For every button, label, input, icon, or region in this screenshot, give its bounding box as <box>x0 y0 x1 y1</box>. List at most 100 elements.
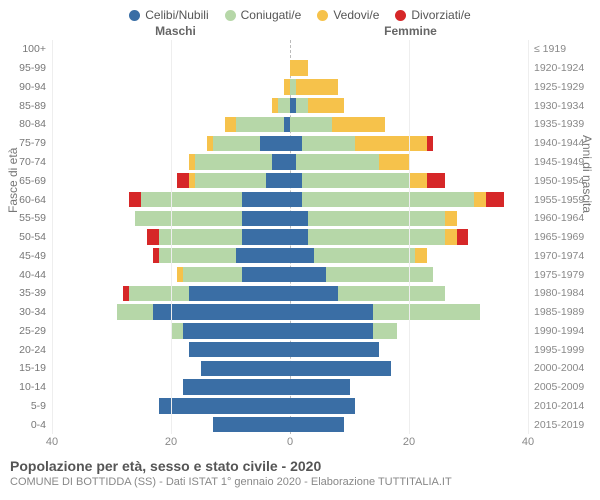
bar-segment <box>147 229 159 244</box>
male-bar <box>153 248 290 263</box>
bar-segment <box>427 173 445 188</box>
legend-item: Vedovi/e <box>317 8 379 22</box>
bar-segment <box>332 117 386 132</box>
age-label: 5-9 <box>10 397 52 416</box>
chart-title: Popolazione per età, sesso e stato civil… <box>10 458 590 474</box>
legend-label: Vedovi/e <box>333 8 379 22</box>
female-bar <box>290 229 469 244</box>
legend-swatch <box>129 10 140 21</box>
bar-segment <box>225 117 237 132</box>
birth-label: 1945-1949 <box>528 153 590 172</box>
bar-segment <box>290 192 302 207</box>
bar-segment <box>308 98 344 113</box>
age-label: 85-89 <box>10 96 52 115</box>
bar-segment <box>290 229 308 244</box>
bar-segment <box>242 229 290 244</box>
bar-segment <box>302 173 409 188</box>
pyramid-row: 50-541965-1969 <box>10 228 590 247</box>
legend-label: Divorziati/e <box>411 8 470 22</box>
birth-label: 1965-1969 <box>528 228 590 247</box>
pyramid-row: 85-89 1930-1934 <box>10 96 590 115</box>
age-label: 65-69 <box>10 171 52 190</box>
bar-segment <box>373 304 480 319</box>
bar-segment <box>266 173 290 188</box>
bar-segment <box>236 248 290 263</box>
bar-segment <box>415 248 427 263</box>
age-label: 95-99 <box>10 59 52 78</box>
birth-label: 1930-1934 <box>528 96 590 115</box>
bar-segment <box>290 136 302 151</box>
bar-segment <box>296 98 308 113</box>
male-bar <box>207 136 290 151</box>
female-bar <box>290 398 355 413</box>
x-tick: 0 <box>287 436 293 448</box>
bar-segment <box>177 173 189 188</box>
pyramid-row: 100+≤ 1919 <box>10 40 590 59</box>
age-label: 15-19 <box>10 359 52 378</box>
rows-container: 100+≤ 191995-991920-192490-941925-192985… <box>10 40 590 434</box>
bar-segment <box>290 60 308 75</box>
gridline <box>52 40 53 434</box>
bar-segment <box>314 248 415 263</box>
pyramid-row: 5-92010-2014 <box>10 397 590 416</box>
pyramid-row: 20-241995-1999 <box>10 340 590 359</box>
male-bar <box>135 211 290 226</box>
male-bar <box>177 173 290 188</box>
bar-segment <box>183 379 290 394</box>
female-bar <box>290 173 445 188</box>
bar-segment <box>242 192 290 207</box>
x-tick: 40 <box>46 436 58 448</box>
bar-segment <box>183 267 242 282</box>
pyramid-row: 0-42015-2019 <box>10 415 590 434</box>
male-bar <box>129 192 290 207</box>
bar-segment <box>296 154 379 169</box>
bar-segment <box>326 267 433 282</box>
legend-swatch <box>317 10 328 21</box>
birth-label: 1975-1979 <box>528 265 590 284</box>
female-label: Femmine <box>293 24 528 38</box>
bar-segment <box>290 267 326 282</box>
bar-segment <box>242 267 290 282</box>
birth-label: 1925-1929 <box>528 78 590 97</box>
bar-segment <box>290 379 350 394</box>
pyramid-row: 65-691950-1954 <box>10 171 590 190</box>
pyramid-row: 95-991920-1924 <box>10 59 590 78</box>
population-pyramid: Celibi/NubiliConiugati/eVedovi/eDivorzia… <box>0 0 600 500</box>
male-bar <box>189 342 290 357</box>
bar-segment <box>302 136 356 151</box>
pyramid-row: 55-591960-1964 <box>10 209 590 228</box>
bar-segment <box>445 211 457 226</box>
bar-segment <box>201 361 290 376</box>
legend-swatch <box>395 10 406 21</box>
bar-segment <box>302 192 475 207</box>
female-bar <box>290 286 445 301</box>
birth-label: 1940-1944 <box>528 134 590 153</box>
bar-segment <box>290 211 308 226</box>
birth-label: 2005-2009 <box>528 378 590 397</box>
gridline <box>409 40 410 434</box>
female-bar <box>290 136 433 151</box>
birth-label: 1995-1999 <box>528 340 590 359</box>
gridline <box>171 40 172 434</box>
birth-label: ≤ 1919 <box>528 40 590 59</box>
bar-segment <box>296 79 338 94</box>
bar-segment <box>159 398 290 413</box>
male-bar <box>183 379 290 394</box>
bar-segment <box>355 136 426 151</box>
bar-segment <box>189 342 290 357</box>
pyramid-row: 25-291990-1994 <box>10 321 590 340</box>
age-label: 75-79 <box>10 134 52 153</box>
birth-label: 2000-2004 <box>528 359 590 378</box>
bar-segment <box>278 98 290 113</box>
pyramid-row: 90-941925-1929 <box>10 78 590 97</box>
pyramid-row: 15-19 2000-2004 <box>10 359 590 378</box>
bar-segment <box>290 286 338 301</box>
female-bar <box>290 417 344 432</box>
male-bar <box>147 229 290 244</box>
birth-label: 1990-1994 <box>528 321 590 340</box>
female-bar <box>290 117 385 132</box>
pyramid-row: 70-741945-1949 <box>10 153 590 172</box>
bar-segment <box>129 286 188 301</box>
bar-segment <box>141 192 242 207</box>
age-label: 45-49 <box>10 246 52 265</box>
